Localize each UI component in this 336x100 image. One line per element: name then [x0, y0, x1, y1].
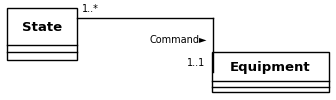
Text: 1..*: 1..* — [82, 4, 99, 14]
FancyBboxPatch shape — [212, 52, 329, 92]
Text: Command►: Command► — [149, 35, 207, 45]
Text: 1..1: 1..1 — [187, 58, 205, 68]
FancyBboxPatch shape — [7, 8, 77, 60]
Text: Equipment: Equipment — [230, 61, 311, 74]
Text: State: State — [22, 21, 62, 34]
